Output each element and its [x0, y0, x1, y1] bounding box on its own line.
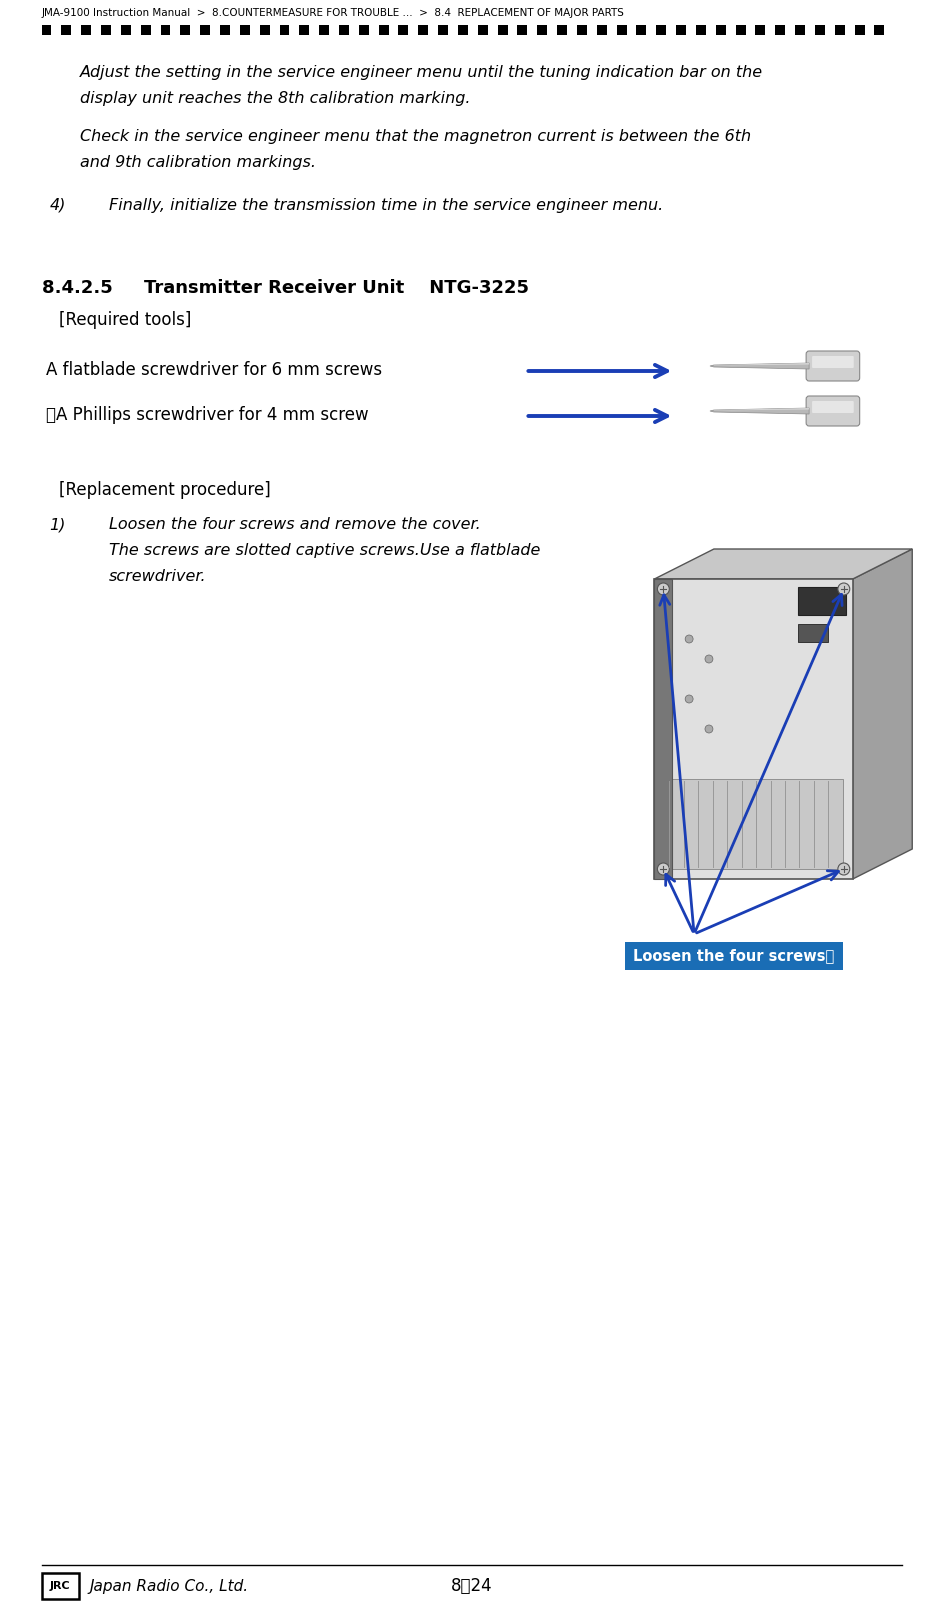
Bar	[537, 24, 547, 36]
Bar	[637, 24, 646, 36]
Bar	[438, 24, 448, 36]
Bar	[676, 24, 686, 36]
Bar	[200, 24, 210, 36]
Polygon shape	[710, 363, 809, 369]
FancyBboxPatch shape	[806, 395, 860, 426]
Bar	[121, 24, 130, 36]
Circle shape	[658, 863, 669, 875]
Bar	[617, 24, 626, 36]
Bar	[339, 24, 349, 36]
Bar	[61, 24, 71, 36]
Bar	[835, 24, 844, 36]
FancyBboxPatch shape	[806, 352, 860, 381]
Bar	[141, 24, 150, 36]
Bar	[180, 24, 190, 36]
Polygon shape	[654, 549, 912, 578]
Bar	[815, 24, 824, 36]
Bar	[696, 24, 705, 36]
Bar	[656, 24, 666, 36]
Polygon shape	[853, 549, 912, 880]
Text: 1): 1)	[50, 517, 66, 531]
Circle shape	[705, 726, 713, 732]
Bar	[319, 24, 329, 36]
Text: JRC: JRC	[50, 1581, 70, 1591]
Bar	[518, 24, 527, 36]
Text: ・A Phillips screwdriver for 4 mm screw: ・A Phillips screwdriver for 4 mm screw	[46, 407, 368, 424]
Bar	[654, 578, 853, 880]
FancyBboxPatch shape	[812, 402, 854, 413]
Bar	[42, 1573, 79, 1599]
Bar	[161, 24, 170, 36]
Bar	[597, 24, 606, 36]
Bar	[240, 24, 249, 36]
Text: 8－24: 8－24	[451, 1576, 493, 1596]
Bar	[260, 24, 269, 36]
Polygon shape	[710, 408, 809, 415]
Circle shape	[705, 654, 713, 663]
Text: 8.4.2.5     Transmitter Receiver Unit    NTG-3225: 8.4.2.5 Transmitter Receiver Unit NTG-32…	[42, 279, 528, 296]
Bar	[379, 24, 388, 36]
Text: Loosen the four screws and remove the cover.: Loosen the four screws and remove the co…	[109, 517, 481, 531]
Bar	[756, 24, 765, 36]
Polygon shape	[714, 363, 809, 366]
Bar	[875, 24, 884, 36]
Circle shape	[685, 695, 693, 703]
Text: Japan Radio Co., Ltd.: Japan Radio Co., Ltd.	[89, 1578, 248, 1594]
Bar	[795, 24, 805, 36]
Text: Loosen the four screws．: Loosen the four screws．	[633, 948, 834, 964]
Text: A flatblade screwdriver for 6 mm screws: A flatblade screwdriver for 6 mm screws	[46, 361, 382, 379]
Circle shape	[838, 863, 850, 875]
Text: JMA-9100 Instruction Manual  >  8.COUNTERMEASURE FOR TROUBLE ...  >  8.4  REPLAC: JMA-9100 Instruction Manual > 8.COUNTERM…	[42, 8, 625, 18]
Bar	[498, 24, 507, 36]
Bar	[418, 24, 428, 36]
Bar	[654, 578, 672, 880]
Bar	[81, 24, 91, 36]
Text: Finally, initialize the transmission time in the service engineer menu.: Finally, initialize the transmission tim…	[109, 198, 663, 212]
Bar	[101, 24, 111, 36]
Bar	[359, 24, 368, 36]
Text: [Required tools]: [Required tools]	[59, 311, 191, 329]
Text: and 9th calibration markings.: and 9th calibration markings.	[80, 156, 316, 170]
Bar	[458, 24, 467, 36]
Bar	[798, 586, 845, 616]
Text: [Replacement procedure]: [Replacement procedure]	[59, 481, 271, 499]
Circle shape	[658, 583, 669, 595]
Bar	[299, 24, 309, 36]
Bar	[399, 24, 408, 36]
Bar	[478, 24, 487, 36]
Bar	[280, 24, 289, 36]
Bar	[577, 24, 586, 36]
Bar	[664, 779, 843, 868]
Text: Adjust the setting in the service engineer menu until the tuning indication bar : Adjust the setting in the service engine…	[80, 65, 764, 79]
Bar	[798, 624, 828, 642]
Circle shape	[685, 635, 693, 643]
Text: 4): 4)	[50, 198, 66, 212]
Polygon shape	[714, 408, 809, 410]
FancyBboxPatch shape	[812, 356, 854, 368]
Bar	[220, 24, 230, 36]
Bar	[557, 24, 567, 36]
Bar	[855, 24, 864, 36]
Bar	[775, 24, 785, 36]
Bar	[42, 24, 51, 36]
Text: display unit reaches the 8th calibration marking.: display unit reaches the 8th calibration…	[80, 91, 470, 105]
Bar	[716, 24, 725, 36]
Circle shape	[838, 583, 850, 595]
Text: Check in the service engineer menu that the magnetron current is between the 6th: Check in the service engineer menu that …	[80, 130, 751, 144]
FancyBboxPatch shape	[625, 941, 843, 970]
Bar	[736, 24, 745, 36]
Text: screwdriver.: screwdriver.	[109, 569, 207, 583]
Text: The screws are slotted captive screws.Use a flatblade: The screws are slotted captive screws.Us…	[109, 543, 540, 557]
